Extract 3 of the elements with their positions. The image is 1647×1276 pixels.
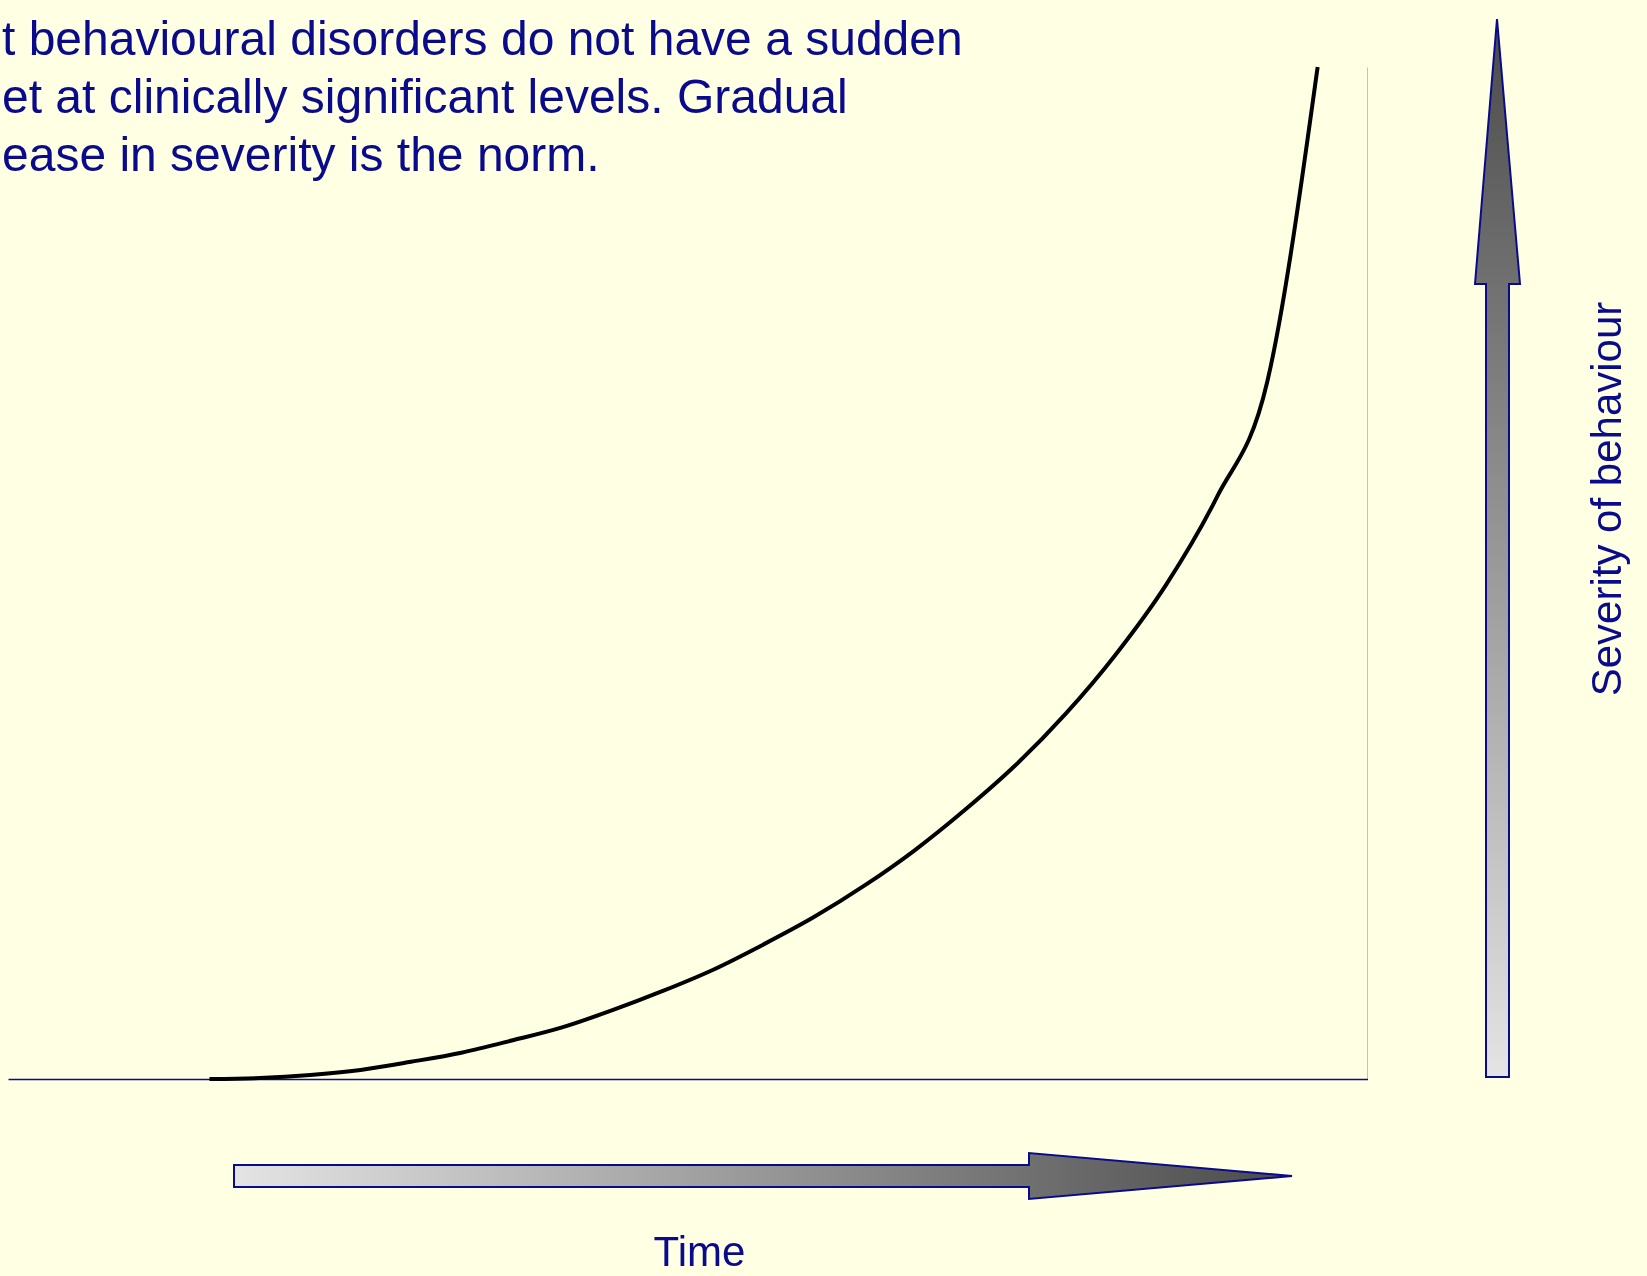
chart-title: t behavioural disorders do not have a sudden et at clinically significant levels. Gradual ease in severity is the norm.: [2, 11, 964, 183]
x-axis-title: Time: [652, 1228, 747, 1276]
text: Severity of behaviour: [1583, 301, 1631, 697]
